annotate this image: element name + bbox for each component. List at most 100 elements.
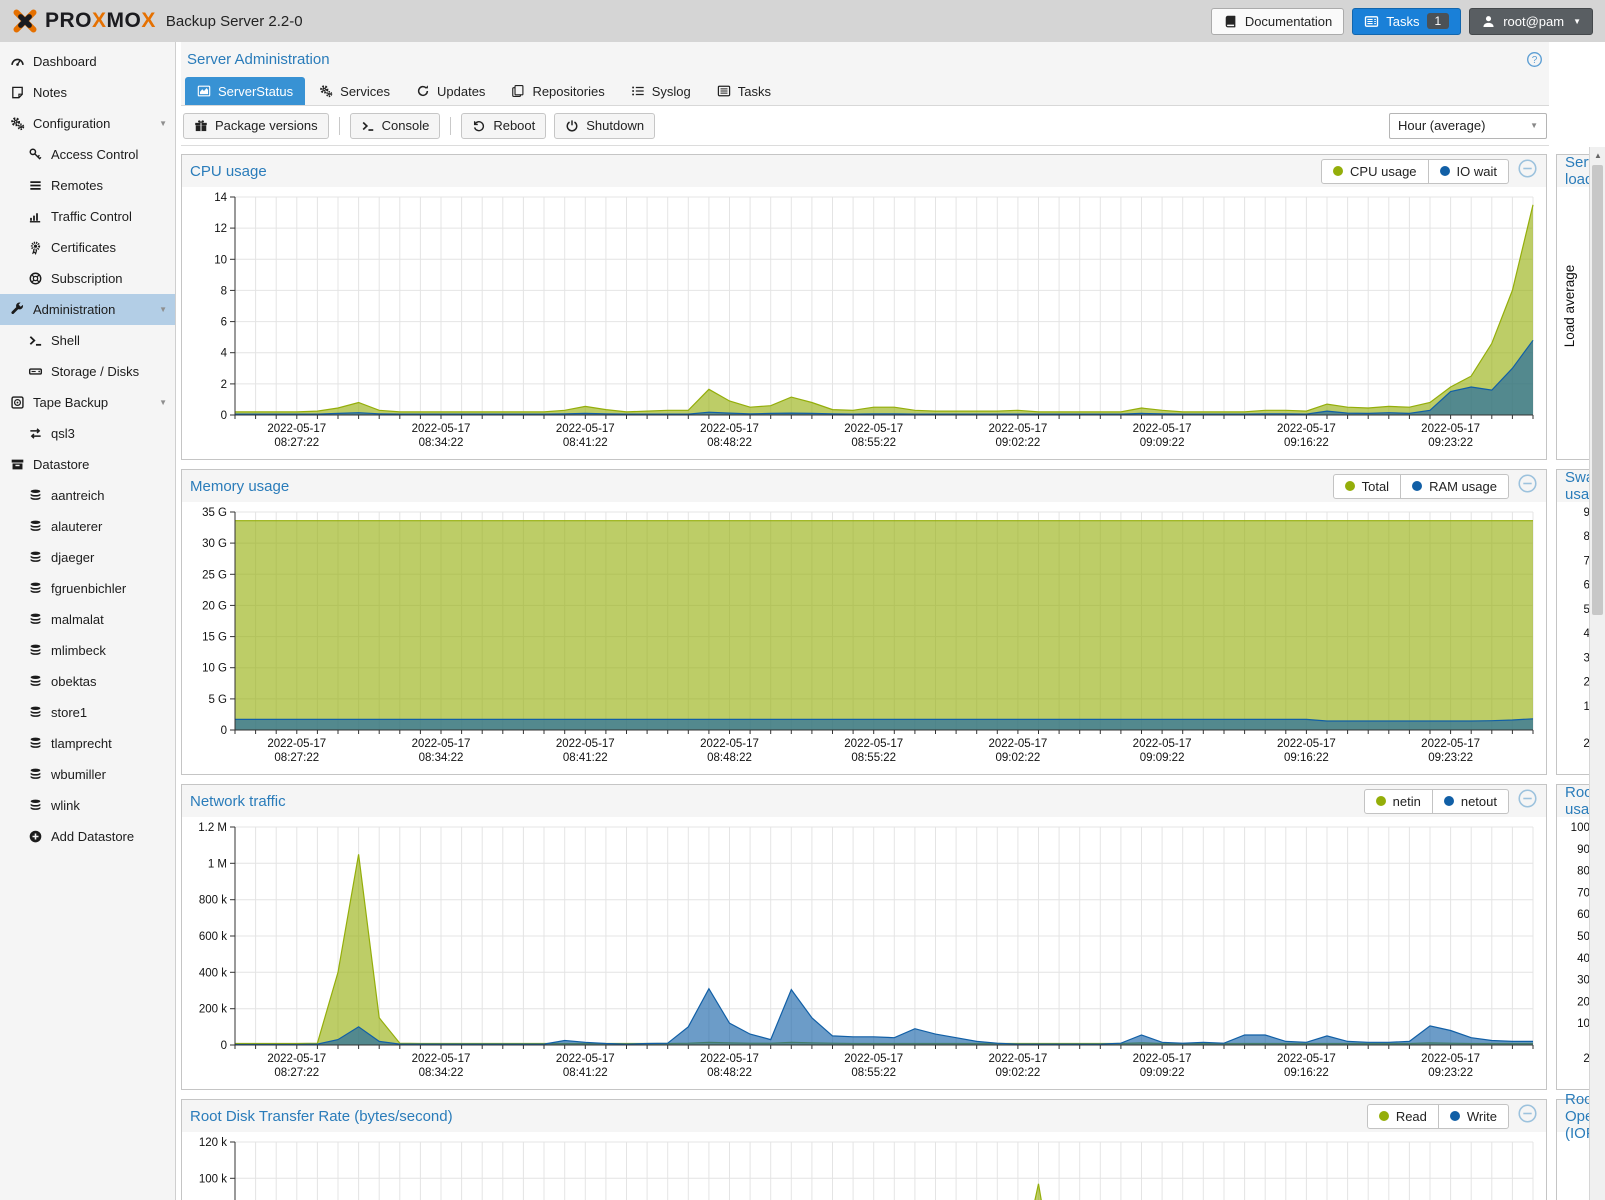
sidebar-item-certificates[interactable]: Certificates (0, 232, 175, 263)
sidebar-item-administration[interactable]: Administration ▼ (0, 294, 175, 325)
svg-text:2022-05-17: 2022-05-17 (1421, 1053, 1480, 1065)
chart-row: Memory usage Total RAM usage 35 G 30 G 25 G 20… (181, 469, 1605, 775)
legend-item-write[interactable]: Write (1437, 1104, 1508, 1128)
user-icon (1481, 14, 1496, 29)
sidebar-item-shell[interactable]: Shell (0, 325, 175, 356)
tab-services[interactable]: Services (307, 77, 402, 105)
chart-legend: Total RAM usage (1332, 473, 1509, 499)
sidebar-item-fgruenbichler[interactable]: fgruenbichler (0, 573, 175, 604)
sidebar-item-djaeger[interactable]: djaeger (0, 542, 175, 573)
list-alt-icon (717, 84, 731, 98)
svg-text:2022-05-17: 2022-05-17 (556, 738, 615, 750)
svg-text:08:41:22: 08:41:22 (563, 437, 608, 449)
legend-item-io-wait[interactable]: IO wait (1427, 159, 1508, 183)
chart-legend: Read Write (1366, 1103, 1509, 1129)
datastore-icon (10, 457, 25, 472)
power-icon (565, 119, 579, 133)
chart-title: Network traffic (190, 792, 286, 810)
svg-text:600 k: 600 k (199, 931, 227, 943)
shell-icon (28, 333, 43, 348)
svg-text:800 k: 800 k (199, 895, 227, 907)
sidebar-item-subscription[interactable]: Subscription (0, 263, 175, 294)
legend-item-total[interactable]: Total (1334, 475, 1400, 498)
sidebar-item-remotes[interactable]: Remotes (0, 170, 175, 201)
database-icon (28, 488, 43, 503)
sidebar-item-wbumiller[interactable]: wbumiller (0, 759, 175, 790)
chevron-down-icon[interactable]: ▼ (159, 119, 167, 128)
collapse-panel-button[interactable] (1517, 788, 1538, 814)
sidebar-item-mlimbeck[interactable]: mlimbeck (0, 635, 175, 666)
sidebar-item-wlink[interactable]: wlink (0, 790, 175, 821)
sidebar-item-alauterer[interactable]: alauterer (0, 511, 175, 542)
vertical-scrollbar[interactable]: ▲ (1589, 147, 1605, 1200)
reboot-button[interactable]: Reboot (461, 112, 547, 139)
tab-tasks[interactable]: Tasks (705, 77, 783, 105)
sidebar-item-label: Shell (51, 333, 80, 348)
sidebar-item-store1[interactable]: store1 (0, 697, 175, 728)
sidebar-item-dashboard[interactable]: Dashboard (0, 46, 175, 77)
package-versions-button[interactable]: Package versions (183, 112, 329, 139)
legend-item-cpu-usage[interactable]: CPU usage (1322, 160, 1427, 183)
sidebar-item-notes[interactable]: Notes (0, 77, 175, 108)
collapse-panel-button[interactable] (1517, 473, 1538, 499)
legend-label: CPU usage (1350, 163, 1417, 179)
documentation-button[interactable]: Documentation (1210, 7, 1345, 35)
sidebar-item-obektas[interactable]: obektas (0, 666, 175, 697)
logo-segment: X (92, 9, 107, 32)
sidebar-item-tape-backup[interactable]: Tape Backup ▼ (0, 387, 175, 418)
dashboard-icon (10, 54, 25, 69)
panel-root-disk-transfer-rate-bytes-second: Root Disk Transfer Rate (bytes/second) Re… (181, 1099, 1547, 1200)
chevron-down-icon[interactable]: ▼ (159, 398, 167, 407)
chart-title: Memory usage (190, 477, 290, 495)
svg-text:08:55:22: 08:55:22 (851, 1067, 896, 1079)
svg-text:5 G: 5 G (208, 694, 227, 706)
tasks-button[interactable]: Tasks 1 (1352, 7, 1462, 35)
sidebar-item-access-control[interactable]: Access Control (0, 139, 175, 170)
collapse-panel-button[interactable] (1517, 158, 1538, 184)
sidebar-item-traffic-control[interactable]: Traffic Control (0, 201, 175, 232)
sidebar-item-datastore[interactable]: Datastore (0, 449, 175, 480)
sidebar-item-qsl3[interactable]: qsl3 (0, 418, 175, 449)
svg-text:2022-05-17: 2022-05-17 (844, 1053, 903, 1065)
console-button[interactable]: Console (349, 112, 441, 139)
user-menu-button[interactable]: root@pam ▼ (1469, 7, 1593, 35)
gears-icon (10, 116, 25, 131)
svg-text:2022-05-17: 2022-05-17 (412, 1053, 471, 1065)
scrollbar-thumb[interactable] (1592, 165, 1603, 615)
legend-item-netout[interactable]: netout (1431, 789, 1508, 813)
legend-item-netin[interactable]: netin (1365, 790, 1432, 813)
button-label: Package versions (215, 118, 318, 133)
legend-label: RAM usage (1429, 478, 1497, 494)
sidebar-item-aantreich[interactable]: aantreich (0, 480, 175, 511)
svg-text:08:34:22: 08:34:22 (419, 1067, 464, 1079)
svg-text:30 G: 30 G (202, 538, 227, 550)
legend-item-read[interactable]: Read (1368, 1105, 1438, 1128)
sidebar-item-label: alauterer (51, 519, 103, 534)
shutdown-button[interactable]: Shutdown (554, 112, 656, 139)
sidebar-item-configuration[interactable]: Configuration ▼ (0, 108, 175, 139)
legend-item-ram-usage[interactable]: RAM usage (1400, 474, 1508, 498)
help-icon[interactable]: ? (1526, 51, 1543, 68)
panel-cpu-usage: CPU usage CPU usage IO wait 14 12 10 8 6 4 2 0 2022… (181, 154, 1547, 460)
tab-updates[interactable]: Updates (404, 77, 497, 105)
tab-label: Tasks (737, 83, 771, 99)
remotes-icon (28, 178, 43, 193)
collapse-panel-button[interactable] (1517, 1103, 1538, 1129)
sidebar-item-label: Subscription (51, 271, 123, 286)
refresh-icon (416, 84, 430, 98)
tab-repositories[interactable]: Repositories (499, 77, 616, 105)
tab-serverstatus[interactable]: ServerStatus (185, 77, 306, 105)
chevron-down-icon[interactable]: ▼ (159, 305, 167, 314)
sidebar-item-tlamprecht[interactable]: tlamprecht (0, 728, 175, 759)
logo-segment: X (141, 9, 156, 32)
sidebar-item-malmalat[interactable]: malmalat (0, 604, 175, 635)
sidebar-item-add-datastore[interactable]: Add Datastore (0, 821, 175, 852)
chart-row: CPU usage CPU usage IO wait 14 12 10 8 6 4 2 0 2022… (181, 154, 1605, 460)
sidebar-item-storage-disks[interactable]: Storage / Disks (0, 356, 175, 387)
tab-syslog[interactable]: Syslog (619, 77, 703, 105)
timeframe-select[interactable]: Hour (average) ▼ (1389, 112, 1547, 139)
scroll-up-arrow-icon[interactable]: ▲ (1594, 151, 1602, 160)
proxmox-logo-text: PROXMOX (45, 9, 156, 33)
